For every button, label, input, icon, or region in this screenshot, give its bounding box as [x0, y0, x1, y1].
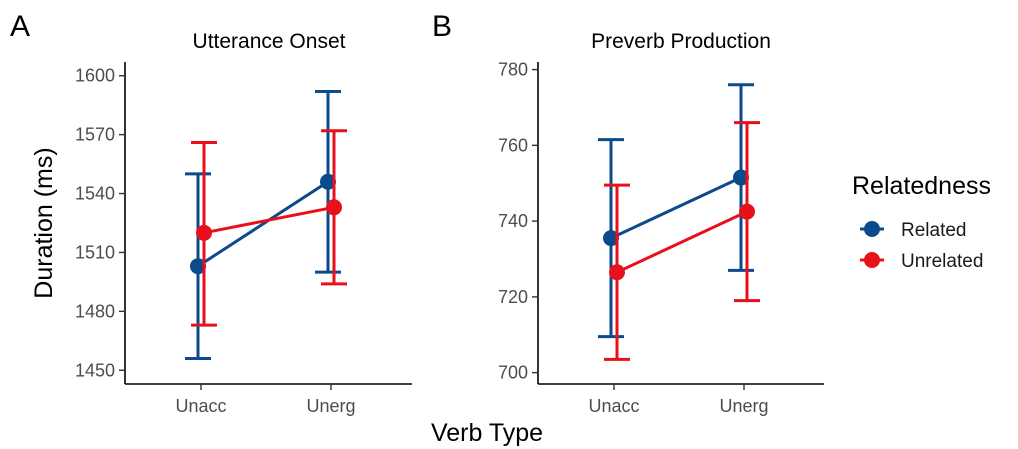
legend-label: Unrelated [901, 251, 983, 272]
y-tick-label: 1570 [75, 125, 115, 145]
legend: Relatedness Related Unrelated [852, 172, 991, 272]
panel-preverb-production: B Preverb Production 700 720 740 760 780 Unac… [432, 10, 824, 416]
y-tick-label: 1510 [75, 242, 115, 262]
plot-marks [598, 83, 760, 361]
y-axis-title: Duration (ms) [30, 147, 58, 298]
legend-title: Relatedness [852, 172, 991, 200]
legend-key-point [864, 221, 880, 237]
y-tick-label: 780 [498, 60, 528, 80]
legend-item-unrelated: Unrelated [860, 251, 983, 272]
x-tick-label: Unacc [175, 396, 226, 416]
series-line-related [197, 180, 329, 268]
axis-ticks: 1450 1480 1510 1540 1570 1600 Unacc Unerg [75, 66, 356, 416]
data-point-unrelated [609, 264, 625, 281]
legend-item-related: Related [860, 220, 967, 241]
panel-utterance-onset: A Utterance Onset 1450 1480 1510 1540 1570 16… [10, 10, 412, 416]
y-tick-label: 1540 [75, 184, 115, 204]
data-point-related [733, 169, 749, 186]
x-axis-title: Verb Type [431, 419, 543, 447]
y-tick-label: 720 [498, 287, 528, 307]
axis-ticks: 700 720 740 760 780 Unacc Unerg [498, 60, 769, 416]
panel-title-preverb-production: Preverb Production [591, 30, 771, 53]
panel-letter-b: B [432, 10, 452, 43]
series-line-unrelated [203, 205, 335, 235]
x-tick-label: Unacc [588, 396, 639, 416]
y-tick-label: 740 [498, 211, 528, 231]
panel-letter-a: A [10, 10, 30, 43]
data-point-unrelated [196, 224, 212, 241]
x-tick-label: Unerg [306, 396, 355, 416]
y-tick-label: 1600 [75, 66, 115, 86]
plot-marks [185, 89, 347, 360]
series-line-unrelated [616, 210, 748, 274]
data-point-related [603, 230, 619, 247]
panel-title-utterance-onset: Utterance Onset [193, 30, 346, 53]
y-tick-label: 1480 [75, 301, 115, 321]
data-point-unrelated [326, 199, 342, 216]
data-point-related [320, 173, 336, 190]
legend-key-point [864, 252, 880, 268]
y-tick-label: 760 [498, 135, 528, 155]
data-point-related [190, 258, 206, 275]
legend-label: Related [901, 220, 967, 241]
series-line-related [610, 176, 742, 240]
data-point-unrelated [739, 203, 755, 220]
y-tick-label: 700 [498, 363, 528, 383]
x-tick-label: Unerg [719, 396, 768, 416]
y-tick-label: 1450 [75, 360, 115, 380]
